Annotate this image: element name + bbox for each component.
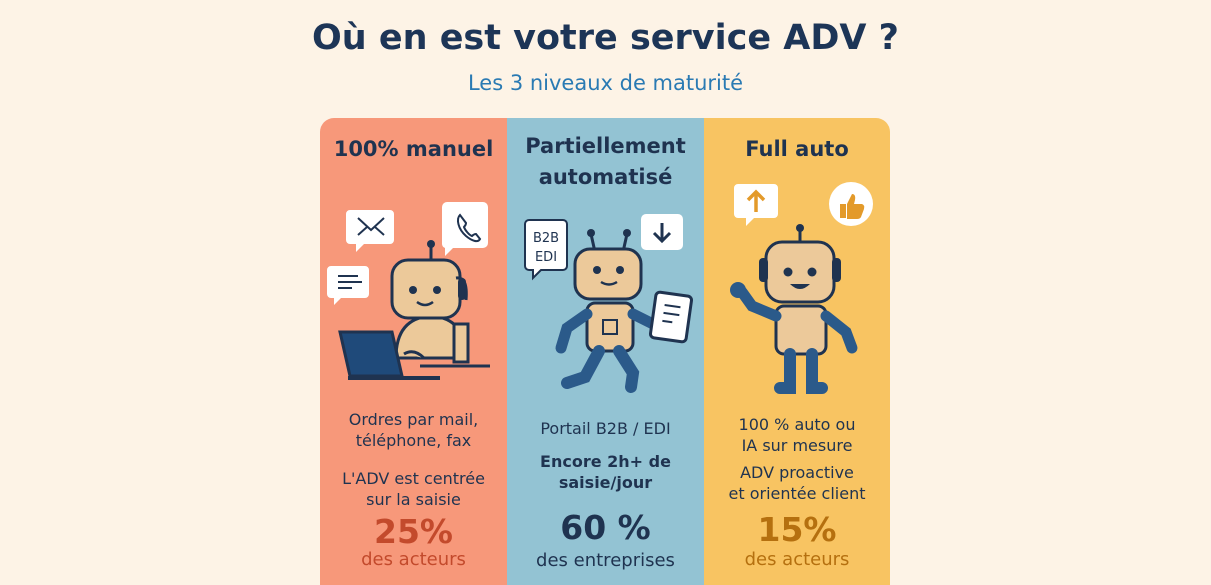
panel-title: Partiellement automatisé <box>525 134 686 189</box>
panel-percent: 15% <box>757 510 837 549</box>
maturity-panels: 100% manuel <box>320 118 890 585</box>
laptop-icon <box>338 330 490 380</box>
panel-partial: Partiellement automatisé B2B EDI <box>507 118 704 585</box>
panel-line1: Portail B2B / EDI <box>540 419 671 438</box>
partial-illustration: B2B EDI <box>524 214 694 393</box>
panel-percent: 60 % <box>560 508 651 547</box>
up-arrow-icon <box>734 184 778 226</box>
panel-line1: 100 % auto ou IA sur mesure <box>738 415 856 455</box>
panel-percent: 25% <box>374 512 453 551</box>
tablet-icon <box>648 290 694 344</box>
thumbs-up-icon <box>829 182 873 226</box>
mail-icon <box>346 210 394 252</box>
panel-full-auto: Full auto <box>704 118 890 585</box>
panel-who: des acteurs <box>361 549 466 570</box>
down-arrow-icon <box>641 214 683 250</box>
robot-icon <box>390 240 470 364</box>
page-title: Où en est votre service ADV ? <box>312 18 899 58</box>
message-icon <box>327 266 369 305</box>
badge-edi: EDI <box>535 250 557 265</box>
panel-line2: Encore 2h+ de saisie/jour <box>540 452 671 492</box>
b2b-edi-badge: B2B EDI <box>524 219 568 281</box>
panel-manual: 100% manuel <box>320 118 507 585</box>
panel-who: des acteurs <box>744 549 850 570</box>
panel-title: Full auto <box>745 137 849 161</box>
panel-line2: ADV proactive et orientée client <box>728 463 866 503</box>
panel-line1: Ordres par mail, téléphone, fax <box>348 410 479 450</box>
manual-illustration <box>327 202 490 380</box>
robot-icon <box>555 229 667 393</box>
robot-icon <box>730 224 858 394</box>
panel-line2: L'ADV est centrée sur la saisie <box>342 469 485 509</box>
full-auto-illustration <box>730 182 873 394</box>
page-subtitle: Les 3 niveaux de maturité <box>467 71 744 95</box>
badge-b2b: B2B <box>533 231 559 246</box>
panel-who: des entreprises <box>536 550 675 571</box>
panel-title: 100% manuel <box>333 137 494 161</box>
phone-icon <box>441 202 488 256</box>
